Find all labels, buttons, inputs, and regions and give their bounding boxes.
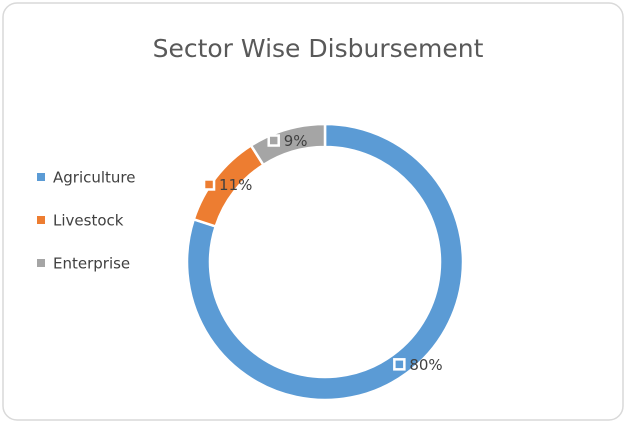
donut-segment <box>185 122 465 402</box>
chart-title: Sector Wise Disbursement <box>153 34 484 63</box>
donut-segment <box>249 122 327 167</box>
legend-label: Livestock <box>53 212 124 230</box>
data-label: 9% <box>284 132 308 150</box>
data-label-marker <box>393 358 406 371</box>
legend-swatch <box>37 216 45 224</box>
data-label-marker <box>267 134 280 147</box>
legend-swatch <box>37 173 45 181</box>
data-label: 11% <box>219 176 252 194</box>
legend-label: Agriculture <box>53 169 136 187</box>
legend-swatch <box>37 259 45 267</box>
data-label: 80% <box>409 356 442 374</box>
chart-frame <box>2 2 624 421</box>
data-label-marker <box>202 178 216 191</box>
legend-label: Enterprise <box>53 255 130 273</box>
